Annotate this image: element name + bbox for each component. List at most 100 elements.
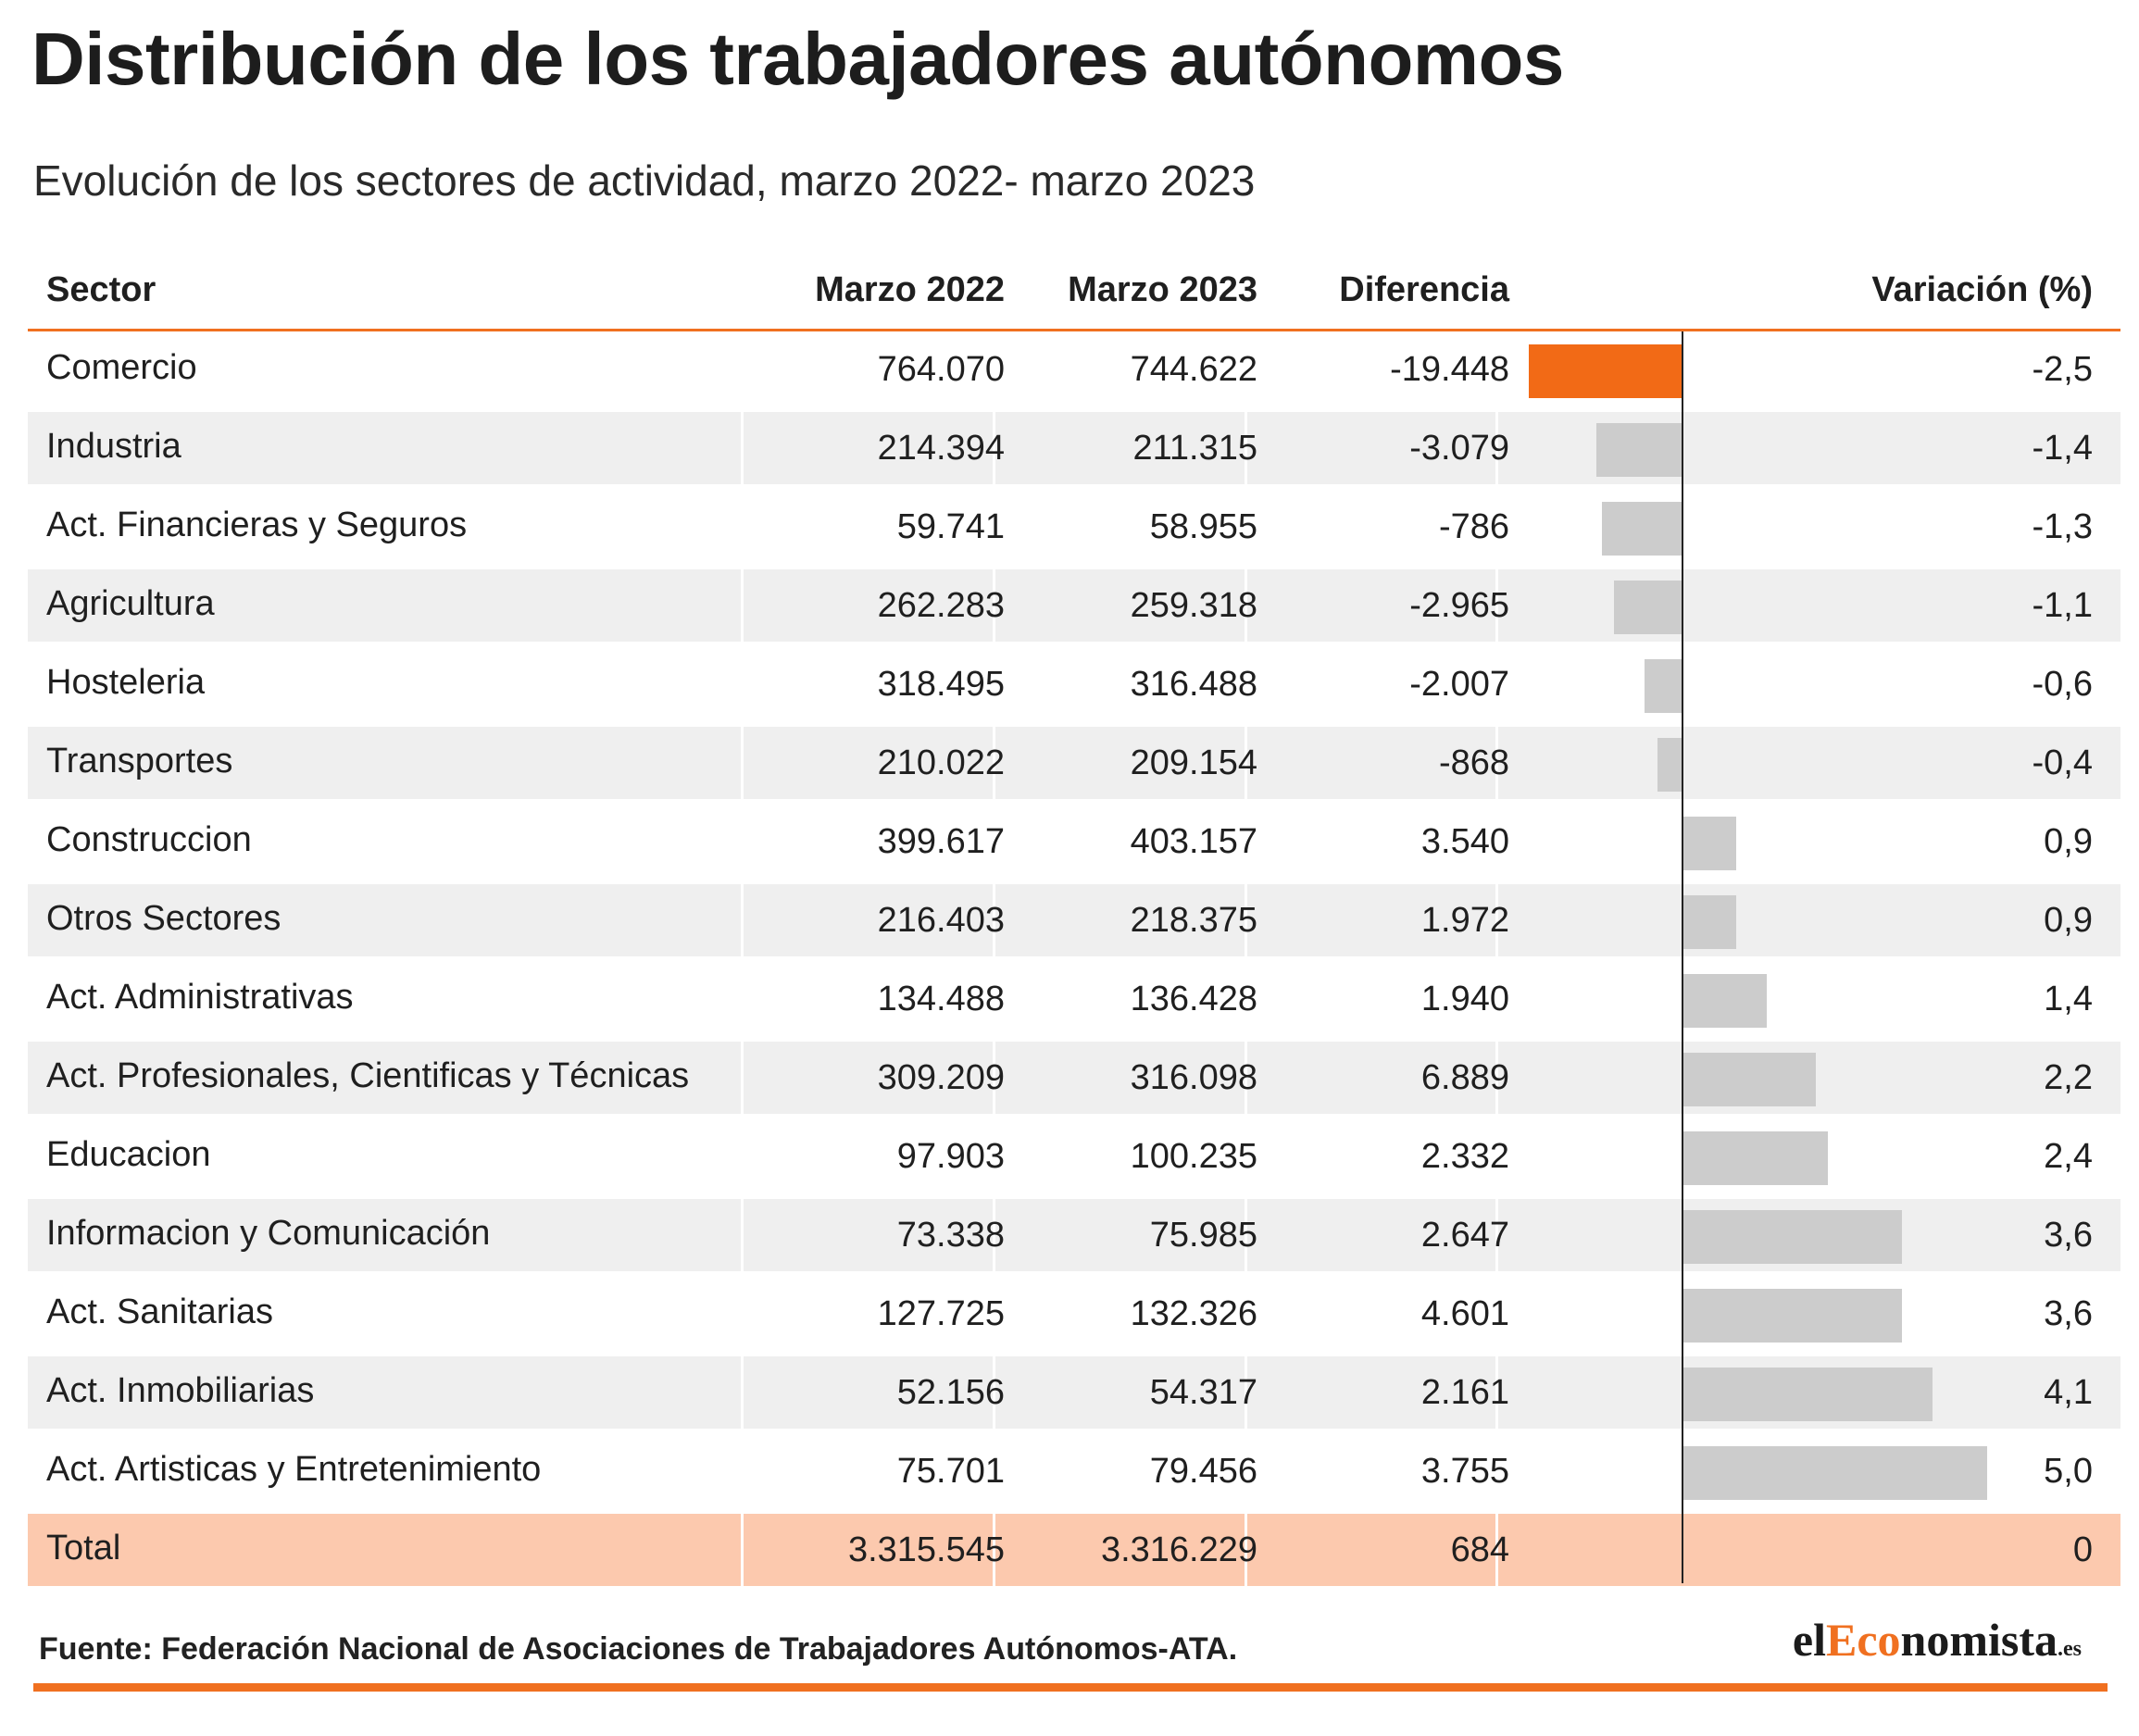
row-background [744,412,993,484]
row-background [744,884,993,956]
table-row: Act. Sanitarias 127.725 132.326 4.601 3,6 [28,1278,2120,1350]
variation-bar [1614,581,1682,634]
variation-bar [1682,1446,1987,1500]
table-row: Act. Artisticas y Entretenimiento 75.701 7… [28,1435,2120,1507]
marzo-2022-value: 3.315.545 [847,1530,1005,1569]
sector-label: Industria [46,427,181,466]
marzo-2023-value: 744.622 [1130,350,1257,389]
header-marzo-2023: Marzo 2023 [1068,270,1257,309]
sector-label: Transportes [46,742,233,781]
diferencia-value: -2.007 [1409,665,1509,704]
table-row: Agricultura 262.283 259.318 -2.965 -1,1 [28,569,2120,642]
row-background [1247,727,1495,799]
logo-domain: .es [2058,1637,2082,1661]
variacion-value: 5,0 [2044,1452,2093,1491]
header-sector: Sector [46,270,156,309]
variacion-value: 0,9 [2044,822,2093,861]
diferencia-value: 1.940 [1420,980,1509,1018]
marzo-2023-value: 54.317 [1149,1373,1257,1412]
table-row: Act. Inmobiliarias 52.156 54.317 2.161 4,1 [28,1356,2120,1429]
variacion-value: -1,3 [2032,507,2093,546]
row-background [28,727,741,799]
marzo-2023-value: 58.955 [1149,507,1257,546]
table-row: Construccion 399.617 403.157 3.540 0,9 [28,806,2120,878]
sector-label: Act. Profesionales, Cientificas y Técnic… [46,1056,690,1095]
variation-bar [1595,423,1682,477]
marzo-2022-value: 52.156 [896,1373,1005,1412]
variation-bar [1602,502,1682,556]
diferencia-value: 6.889 [1420,1058,1509,1097]
row-background [995,727,1245,799]
table-row: Educacion 97.903 100.235 2.332 2,4 [28,1120,2120,1193]
sector-label: Hosteleria [46,663,206,702]
footer-rule [33,1683,2108,1692]
row-background [28,412,741,484]
variacion-value: 4,1 [2044,1373,2093,1412]
row-background [995,412,1245,484]
table-row: Otros Sectores 216.403 218.375 1.972 0,9 [28,884,2120,956]
row-background [744,1199,993,1271]
marzo-2023-value: 79.456 [1149,1452,1257,1491]
marzo-2022-value: 309.209 [877,1058,1005,1097]
diferencia-value: -19.448 [1390,350,1509,389]
marzo-2023-value: 132.326 [1130,1294,1257,1333]
marzo-2023-value: 136.428 [1130,980,1257,1018]
variacion-value: 1,4 [2044,980,2093,1018]
chart-title: Distribución de los trabajadores autónom… [31,18,1564,100]
marzo-2022-value: 262.283 [877,586,1005,625]
table-row: Act. Profesionales, Cientificas y Técnic… [28,1042,2120,1114]
marzo-2023-value: 75.985 [1149,1216,1257,1255]
diferencia-value: -3.079 [1409,429,1509,468]
row-background [995,1042,1245,1114]
marzo-2023-value: 403.157 [1130,822,1257,861]
marzo-2023-value: 211.315 [1132,429,1257,468]
marzo-2023-value: 316.488 [1130,665,1257,704]
table-row: Act. Administrativas 134.488 136.428 1.940 1… [28,963,2120,1035]
sector-label: Otros Sectores [46,899,281,938]
marzo-2023-value: 259.318 [1130,586,1257,625]
row-background [28,1514,741,1586]
diferencia-value: 2.161 [1420,1373,1509,1412]
row-background [744,1514,993,1586]
marzo-2022-value: 210.022 [877,743,1005,782]
table-row: Industria 214.394 211.315 -3.079 -1,4 [28,412,2120,484]
marzo-2022-value: 214.394 [877,429,1005,468]
variation-bar [1682,1210,1902,1264]
marzo-2022-value: 75.701 [896,1452,1005,1491]
variation-bar [1529,344,1682,398]
row-background [28,569,741,642]
row-background [995,1199,1245,1271]
row-background [1247,1199,1495,1271]
variation-bar [1682,895,1737,949]
diferencia-value: 3.755 [1420,1452,1509,1491]
marzo-2023-value: 100.235 [1130,1137,1257,1176]
sector-label: Act. Sanitarias [46,1293,273,1331]
marzo-2022-value: 216.403 [877,901,1005,940]
table-row: Act. Financieras y Seguros 59.741 58.955 -7… [28,491,2120,563]
total-row: Total 3.315.545 3.316.229 684 0 [28,1514,2120,1586]
row-background [744,1042,993,1114]
marzo-2022-value: 73.338 [896,1216,1005,1255]
row-background [28,884,741,956]
diferencia-value: 3.540 [1420,822,1509,861]
row-background [744,727,993,799]
row-background [995,569,1245,642]
row-background [995,1356,1245,1429]
row-background [995,1514,1245,1586]
marzo-2022-value: 399.617 [877,822,1005,861]
variacion-value: -0,6 [2032,665,2093,704]
table-row: Hosteleria 318.495 316.488 -2.007 -0,6 [28,648,2120,720]
sector-label: Act. Administrativas [46,978,354,1017]
variation-bar [1682,817,1737,870]
row-background [995,884,1245,956]
diferencia-value: 2.647 [1420,1216,1509,1255]
table-row: Informacion y Comunicación 73.338 75.985 2.… [28,1199,2120,1271]
row-background [28,1199,741,1271]
variation-bar [1682,1368,1933,1421]
variation-bar [1682,1053,1817,1106]
row-background [1247,884,1495,956]
diferencia-value: -868 [1438,743,1509,782]
sector-label: Act. Artisticas y Entretenimiento [46,1450,542,1489]
row-background [1498,412,2120,484]
marzo-2023-value: 209.154 [1130,743,1257,782]
